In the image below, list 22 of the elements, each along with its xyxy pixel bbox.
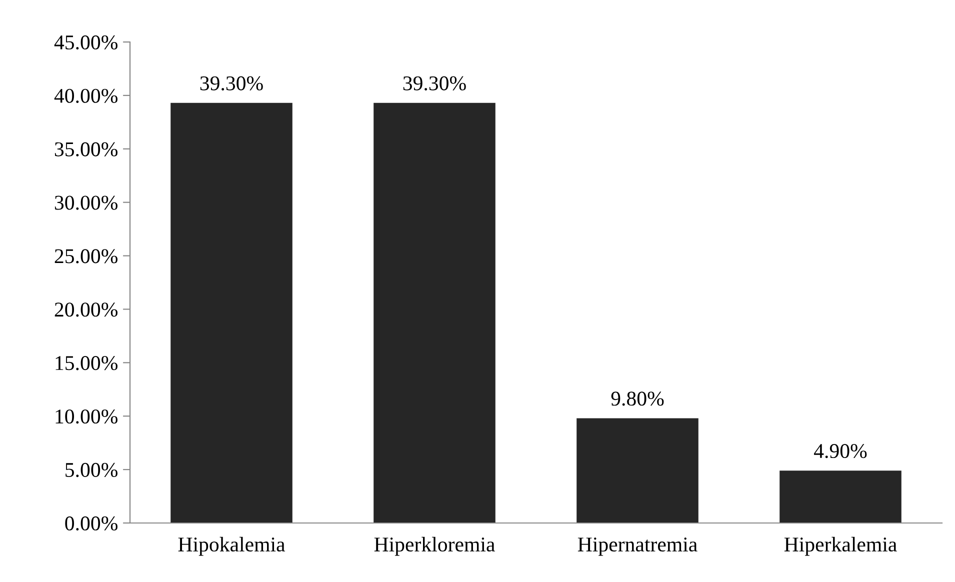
- y-tick-label: 5.00%: [66, 462, 118, 478]
- x-tick-label: Hipernatremia: [578, 538, 698, 556]
- x-tick-label: Hipokalemia: [178, 536, 286, 556]
- x-tick-label: Hiperkloremia: [374, 536, 495, 556]
- bar: [170, 102, 292, 523]
- bar: [576, 418, 698, 523]
- y-tick-label: 45.00%: [54, 35, 118, 50]
- y-tick-label: 25.00%: [54, 249, 118, 264]
- data-label: 39.30%: [200, 76, 263, 90]
- data-label: 4.90%: [814, 444, 867, 458]
- y-tick-label: 35.00%: [54, 142, 118, 156]
- data-label: 39.30%: [403, 76, 466, 90]
- x-tick-label: Hiperkalemia: [784, 536, 897, 556]
- y-tick-label: 10.00%: [56, 409, 118, 424]
- y-tick-label: 20.00%: [54, 302, 118, 317]
- bar: [374, 102, 496, 523]
- y-tick-label: 30.00%: [54, 196, 118, 210]
- y-tick-label: 15.00%: [56, 356, 118, 370]
- bar: [780, 470, 902, 523]
- y-tick-label: 40.00%: [54, 88, 118, 103]
- y-tick-label: 0.00%: [65, 516, 118, 531]
- data-label: 9.80%: [611, 392, 664, 406]
